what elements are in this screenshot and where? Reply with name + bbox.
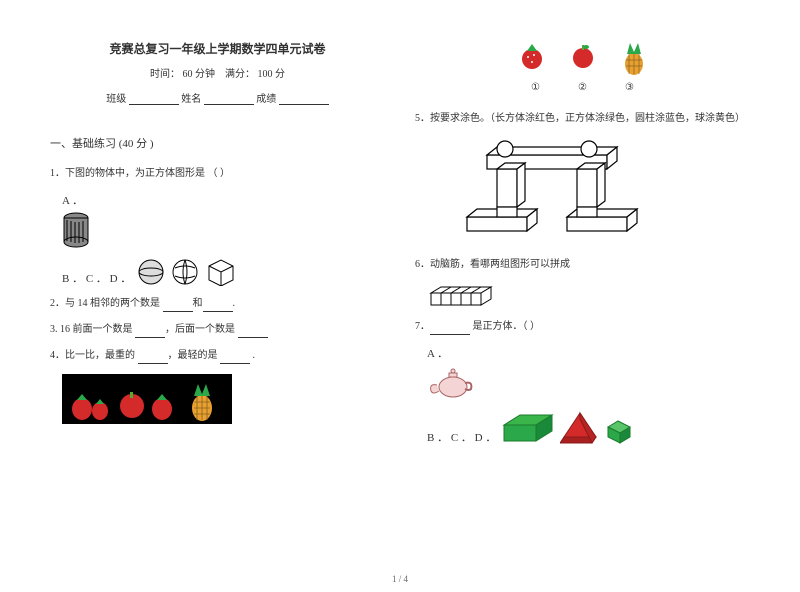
question-1: 1．下图的物体中，为正方体图形是 （ ） — [50, 166, 385, 182]
q2-a: 2．与 14 相邻的两个数是 — [50, 298, 163, 309]
q5-shapes — [427, 137, 750, 247]
q7-b: 是正方体．（ ） — [470, 321, 540, 332]
q2-blank2[interactable] — [203, 301, 233, 312]
q7-options-bcd: B ． C ． D ． — [427, 409, 750, 445]
exam-meta: 时间： 60 分钟 满分： 100 分 — [50, 65, 385, 80]
q6-cuboid — [427, 283, 750, 309]
q3-blank2[interactable] — [238, 327, 268, 338]
q7-option-a: A ． — [427, 345, 750, 401]
q4-a: 4．比一比，最重的 — [50, 350, 138, 361]
time-value: 60 分钟 — [183, 69, 216, 80]
green-cuboid-icon — [500, 411, 556, 445]
question-5: 5．按要求涂色。（长方体涂红色，正方体涂绿色，圆柱涂蓝色，球涂黄色） — [415, 111, 750, 127]
class-label: 班级 — [106, 94, 126, 105]
name-blank[interactable] — [204, 94, 254, 105]
class-blank[interactable] — [129, 94, 179, 105]
q2-c: . — [233, 298, 236, 309]
score-label: 满分： — [225, 69, 255, 80]
question-3: 3. 16 前面一个数是 ，后面一个数是 — [50, 322, 385, 338]
fruit-icons-row — [415, 40, 750, 76]
page-number: 1 / 4 — [0, 574, 800, 584]
q4-c: . — [250, 350, 255, 361]
q1-options-bcd-row: B ． C ． D ． — [62, 256, 385, 286]
apple-icon — [570, 40, 596, 70]
q7-opt-a-label: A ． — [427, 348, 448, 360]
q3-b: ，后面一个数是 — [165, 324, 238, 335]
cube-icon — [205, 256, 237, 286]
section-1-heading: 一、基础练习 (40 分 ) — [50, 135, 385, 151]
q2-b: 和 — [193, 298, 203, 309]
sphere-plain-icon — [137, 258, 165, 286]
time-label: 时间： — [150, 69, 180, 80]
exam-title: 竞赛总复习一年级上学期数学四单元试卷 — [50, 40, 385, 57]
q4-b: ，最轻的是 — [168, 350, 221, 361]
student-info-row: 班级 姓名 成绩 — [50, 90, 385, 105]
fruit-label-1: ① — [531, 82, 540, 93]
q7-opt-bcd-label: B ． C ． D ． — [427, 429, 496, 445]
strawberry-icon — [519, 40, 545, 70]
q3-a: 3. 16 前面一个数是 — [50, 324, 135, 335]
q4-image — [62, 374, 385, 424]
question-2: 2．与 14 相邻的两个数是 和. — [50, 296, 385, 312]
question-7: 7． 是正方体．（ ） — [415, 319, 750, 335]
fruit-label-3: ③ — [625, 82, 634, 93]
q7-a: 7． — [415, 321, 430, 332]
grade-label: 成绩 — [256, 94, 276, 105]
fruit-labels-row: ① ② ③ — [415, 82, 750, 93]
question-6: 6．动脑筋，看哪两组图形可以拼成 — [415, 257, 750, 273]
fruit-label-2: ② — [578, 82, 587, 93]
question-4: 4．比一比，最重的 ，最轻的是 . — [50, 348, 385, 364]
cylinder-icon — [62, 212, 90, 248]
pineapple-icon — [621, 40, 647, 76]
q3-blank1[interactable] — [135, 327, 165, 338]
red-prism-icon — [560, 409, 600, 445]
teapot-icon — [427, 365, 475, 401]
q1-opt-a-label: A ． — [62, 195, 83, 207]
grade-blank[interactable] — [279, 94, 329, 105]
q4-blank2[interactable] — [220, 353, 250, 364]
q4-blank1[interactable] — [138, 353, 168, 364]
volleyball-icon — [171, 258, 199, 286]
q1-opt-bcd-label: B ． C ． D ． — [62, 270, 131, 286]
q7-blank[interactable] — [430, 324, 470, 335]
name-label: 姓名 — [181, 94, 201, 105]
score-value: 100 分 — [258, 69, 286, 80]
small-cube-icon — [604, 415, 634, 445]
q2-blank1[interactable] — [163, 301, 193, 312]
q1-option-a-row: A ． — [62, 192, 385, 248]
